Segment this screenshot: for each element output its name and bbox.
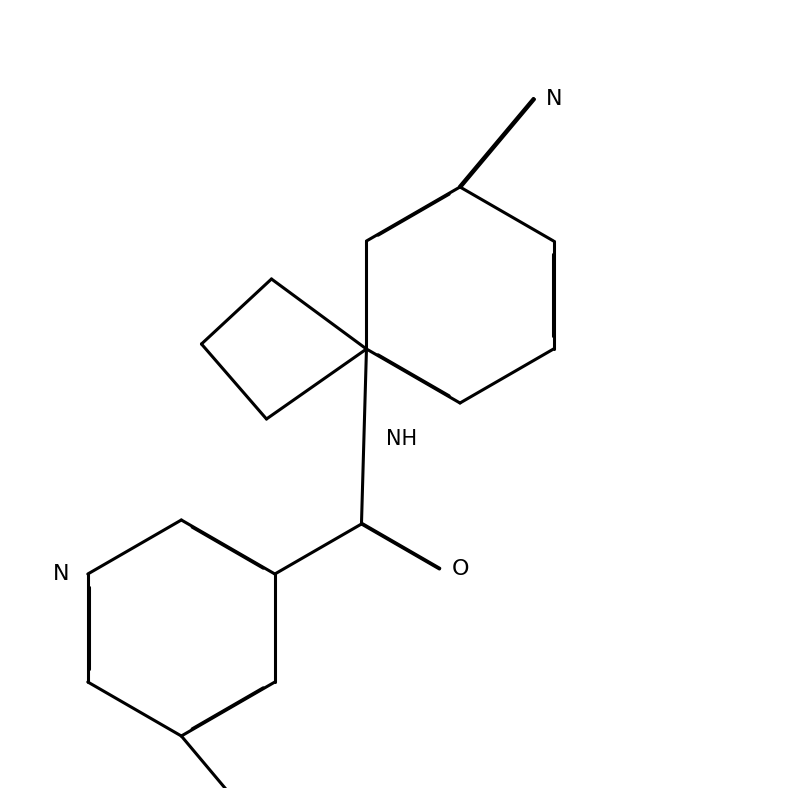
Text: NH: NH [386, 429, 417, 449]
Text: N: N [545, 89, 562, 109]
Text: N: N [53, 564, 70, 584]
Text: O: O [450, 559, 468, 579]
